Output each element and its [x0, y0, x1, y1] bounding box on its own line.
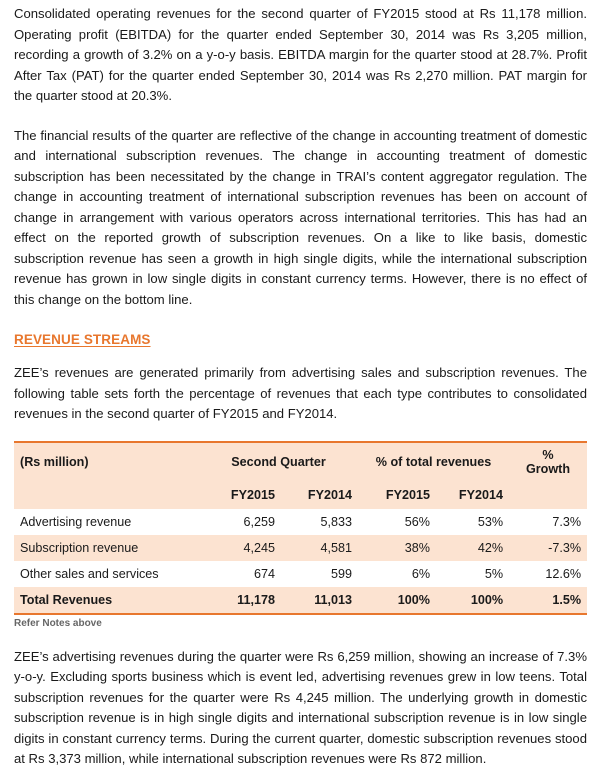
table-note: Refer Notes above — [14, 617, 102, 629]
header-growth-line2: Growth — [525, 461, 571, 476]
cell-pct2015: 56% — [404, 514, 431, 529]
header-pct-year-fy2015: FY2015 — [358, 480, 437, 509]
cell-growth: 1.5% — [509, 586, 588, 615]
header-year-fy2014: FY2014 — [281, 480, 359, 509]
revenue-table: (Rs million) Second Quarter % of total r… — [14, 440, 588, 615]
section-heading-revenue-streams: REVENUE STREAMS — [14, 332, 151, 347]
header-pct-total-revenues: % of total revenues — [358, 440, 510, 481]
header-blank-growth — [509, 480, 588, 509]
cell-growth: 12.6% — [545, 566, 582, 581]
cell-fy2014: 599 — [331, 566, 353, 581]
table-row: Subscription revenue 4,245 4,581 38% 42%… — [14, 534, 588, 561]
cell-pct2015: 38% — [358, 534, 437, 561]
cell-pct2015: 6% — [411, 566, 431, 581]
header-unit-label: (Rs million) — [14, 440, 199, 481]
paragraph-results-summary: Consolidated operating revenues for the … — [14, 6, 587, 103]
paragraph-revenue-intro: ZEE’s revenues are generated primarily f… — [14, 365, 587, 421]
cell-fy2014: 11,013 — [281, 586, 359, 615]
table-row-total: Total Revenues 11,178 11,013 100% 100% 1… — [14, 586, 588, 615]
row-label: Advertising revenue — [20, 514, 132, 529]
header-blank-cell — [14, 480, 199, 509]
cell-growth: 7.3% — [552, 514, 582, 529]
header-growth-line1: % — [542, 447, 554, 462]
cell-pct2015: 100% — [358, 586, 437, 615]
cell-fy2015: 11,178 — [199, 586, 281, 615]
row-label: Subscription revenue — [14, 534, 199, 561]
cell-pct2014: 5% — [484, 566, 504, 581]
cell-pct2014: 53% — [477, 514, 504, 529]
table-row: Advertising revenue 6,259 5,833 56% 53% … — [14, 509, 587, 535]
cell-fy2014: 4,581 — [281, 534, 359, 561]
cell-fy2014: 5,833 — [320, 514, 353, 529]
cell-fy2015: 6,259 — [243, 514, 275, 529]
header-year-fy2015: FY2015 — [199, 480, 281, 509]
header-second-quarter: Second Quarter — [199, 440, 359, 481]
table-header-row-groups: (Rs million) Second Quarter % of total r… — [14, 440, 588, 481]
cell-pct2014: 42% — [436, 534, 510, 561]
header-pct-growth: % Growth — [509, 440, 588, 481]
paragraph-advertising-detail: ZEE’s advertising revenues during the qu… — [14, 648, 587, 767]
table-row: Other sales and services 674 599 6% 5% 1… — [14, 561, 587, 587]
paragraph-accounting-change: The financial results of the quarter are… — [14, 127, 587, 307]
cell-fy2015: 674 — [253, 566, 275, 581]
header-pct-year-fy2014: FY2014 — [436, 480, 510, 509]
cell-fy2015: 4,245 — [199, 534, 281, 561]
cell-growth: -7.3% — [509, 534, 588, 561]
row-label: Total Revenues — [14, 586, 199, 615]
table-header-row-years: FY2015 FY2014 FY2015 FY2014 — [14, 480, 588, 509]
row-label: Other sales and services — [20, 566, 159, 581]
cell-pct2014: 100% — [436, 586, 510, 615]
